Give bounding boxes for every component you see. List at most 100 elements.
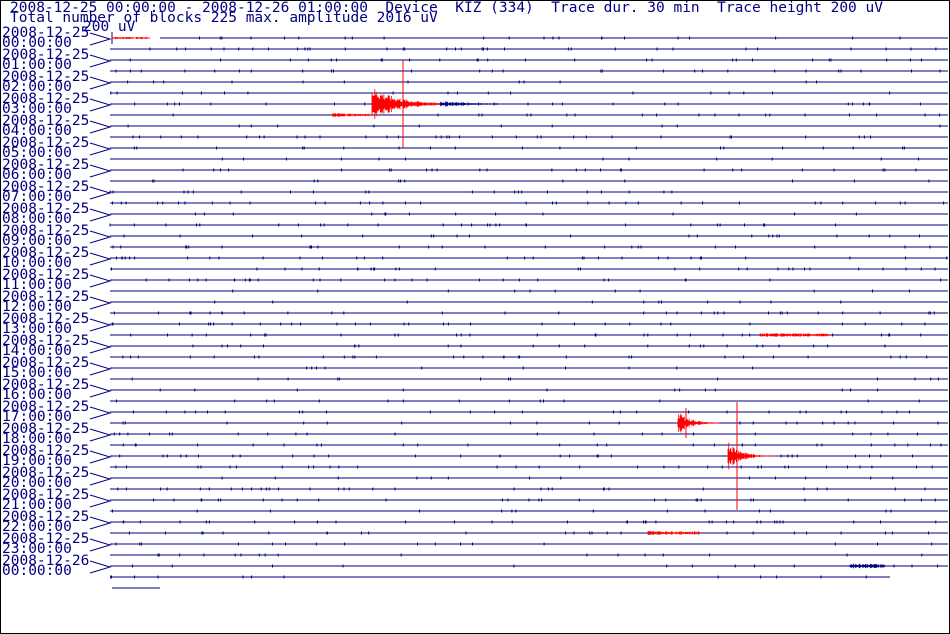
noise	[132, 410, 910, 414]
row-date: 2008-12-25	[2, 201, 89, 217]
row-arrow	[89, 54, 112, 68]
row-time: 04:00:00	[2, 123, 72, 139]
row-arrow	[89, 98, 112, 112]
noise	[172, 113, 941, 117]
row-date: 2008-12-25	[2, 47, 89, 63]
noise	[111, 267, 936, 271]
noise	[110, 91, 891, 95]
row-date: 2008-12-25	[2, 179, 89, 195]
traces	[109, 36, 948, 589]
row-arrow	[89, 516, 112, 530]
noise	[132, 564, 939, 568]
noise	[123, 234, 920, 238]
noise	[115, 465, 933, 469]
noise	[122, 355, 928, 359]
header-line: Total number of blocks 225 max. amplitud…	[10, 10, 438, 26]
row-time: 10:00:00	[2, 255, 72, 271]
event	[759, 333, 830, 337]
row-date: 2008-12-25	[2, 333, 89, 349]
noise	[145, 278, 942, 282]
row-arrow	[89, 340, 112, 354]
row-date: 2008-12-25	[2, 355, 89, 371]
row-date: 2008-12-25	[2, 91, 89, 107]
row-arrow	[89, 252, 112, 266]
noise	[153, 498, 936, 502]
row-time: 21:00:00	[2, 497, 72, 513]
noise	[115, 69, 941, 73]
noise	[199, 36, 901, 40]
row-arrow	[89, 274, 112, 288]
noise	[109, 190, 673, 194]
row-date: 2008-12-25	[2, 245, 89, 261]
row-arrow	[89, 560, 112, 574]
row-time: 13:00:00	[2, 321, 72, 337]
row-arrow	[89, 406, 112, 420]
noise	[111, 322, 926, 326]
noise	[112, 201, 945, 205]
row-date: 2008-12-25	[2, 377, 89, 393]
noise	[131, 377, 939, 381]
row-time: 18:00:00	[2, 431, 72, 447]
noise	[182, 168, 917, 172]
noise	[232, 289, 910, 293]
row-arrow	[89, 186, 112, 200]
noise	[116, 256, 948, 260]
row-time: 15:00:00	[2, 365, 72, 381]
noise	[110, 575, 867, 579]
noise	[306, 366, 754, 370]
row-date: 2008-12-25	[2, 399, 89, 415]
noise	[109, 223, 836, 227]
event	[677, 413, 720, 433]
event	[647, 531, 701, 535]
noise	[113, 432, 918, 436]
row-date: 2008-12-25	[2, 135, 89, 151]
row-arrow	[89, 164, 112, 178]
row-arrow	[89, 318, 112, 332]
row-arrow	[89, 494, 112, 508]
noise	[157, 553, 923, 557]
row-time: 09:00:00	[2, 233, 72, 249]
row-time: 14:00:00	[2, 343, 72, 359]
event	[727, 442, 781, 470]
row-time: 02:00:00	[2, 79, 72, 95]
noise	[221, 157, 919, 161]
noise	[152, 179, 930, 183]
row-arrow	[89, 296, 112, 310]
noise	[116, 399, 920, 403]
row-time: 03:00:00	[2, 101, 72, 117]
row-arrow	[89, 76, 112, 90]
noise	[115, 542, 933, 546]
row-time: 12:00:00	[2, 299, 72, 315]
noise	[127, 80, 818, 84]
row-date: 2008-12-25	[2, 443, 89, 459]
row-time: 07:00:00	[2, 189, 72, 205]
noise	[122, 520, 937, 524]
row-date: 2008-12-25	[2, 25, 89, 41]
row-time: 23:00:00	[2, 541, 72, 557]
row-date: 2008-12-25	[2, 311, 89, 327]
row-date: 2008-12-25	[2, 69, 89, 85]
noise	[122, 443, 942, 447]
noise	[112, 245, 931, 249]
noise	[221, 476, 894, 480]
header-line: 2008-12-25 00:00:00 - 2008-12-26 01:00:0…	[10, 0, 883, 16]
noise	[117, 487, 926, 491]
row-time: 20:00:00	[2, 475, 72, 491]
noise	[127, 124, 941, 128]
row-time: 22:00:00	[2, 519, 72, 535]
row-date: 2008-12-25	[2, 267, 89, 283]
noise	[214, 300, 842, 304]
row-time: 11:00:00	[2, 277, 72, 293]
row-labels: 2008-12-2500:00:002008-12-2501:00:002008…	[2, 25, 112, 579]
row-arrow	[89, 472, 112, 486]
row-time: 01:00:00	[2, 57, 72, 73]
row-time: 08:00:00	[2, 211, 72, 227]
event	[371, 89, 441, 119]
row-date: 2008-12-26	[2, 553, 89, 569]
row-time: 06:00:00	[2, 167, 72, 183]
row-arrow	[89, 428, 112, 442]
row-arrow	[89, 384, 112, 398]
noise	[194, 212, 857, 216]
